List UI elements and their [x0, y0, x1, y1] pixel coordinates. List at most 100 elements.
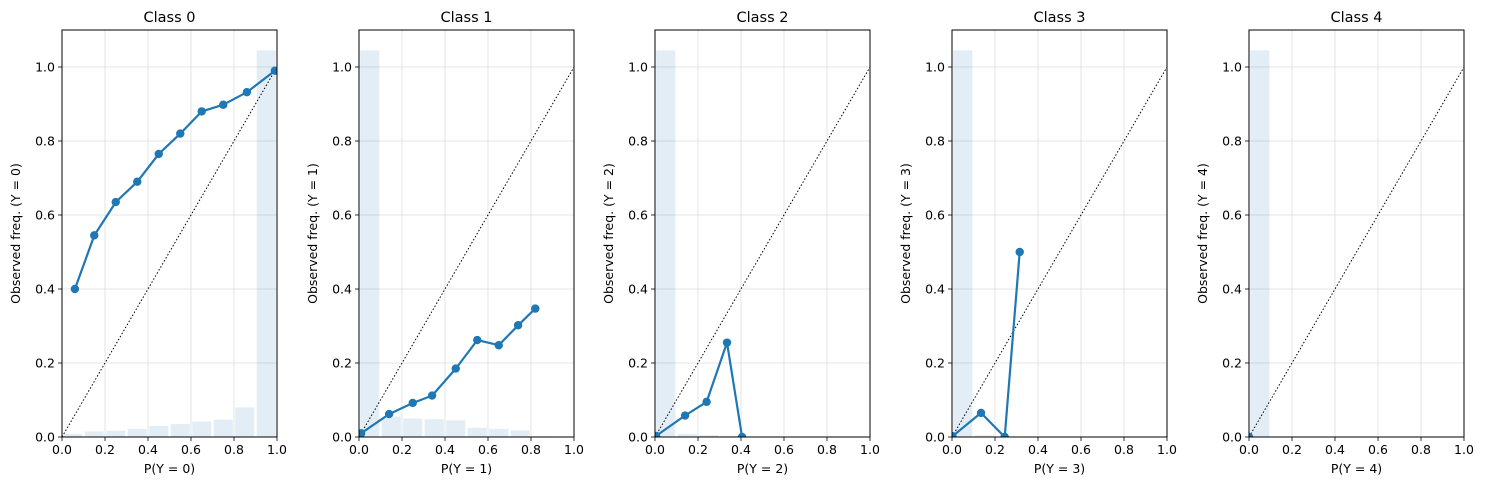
histogram-bar — [85, 431, 104, 437]
histogram-bar — [511, 430, 530, 437]
y-tick-label: 0.2 — [925, 356, 945, 371]
chart-title: Class 2 — [737, 10, 789, 26]
y-tick-label: 0.6 — [925, 208, 945, 223]
y-tick-label: 0.2 — [332, 356, 352, 371]
histogram-bar — [214, 420, 233, 437]
histogram-bar — [382, 417, 401, 437]
y-tick-label: 0.0 — [35, 430, 55, 445]
y-tick-label: 0.8 — [35, 134, 55, 149]
y-tick-label: 0.0 — [332, 430, 352, 445]
perfect-calibration-line — [655, 67, 870, 437]
y-tick-label: 0.4 — [1222, 282, 1242, 297]
y-tick-label: 1.0 — [332, 60, 352, 75]
data-point — [702, 398, 710, 406]
data-point — [90, 231, 98, 239]
y-tick-label: 0.4 — [925, 282, 945, 297]
data-point — [681, 411, 689, 419]
histogram-bar — [257, 50, 276, 437]
x-tick-label: 0.4 — [138, 442, 158, 457]
data-point — [385, 410, 393, 418]
x-tick-label: 0.0 — [52, 442, 72, 457]
histogram-bar — [192, 421, 211, 437]
y-tick-label: 0.2 — [628, 356, 648, 371]
x-tick-label: 0.8 — [1411, 442, 1431, 457]
x-tick-label: 0.8 — [817, 442, 837, 457]
perfect-calibration-line — [62, 67, 277, 437]
histogram-bar — [106, 431, 125, 437]
x-tick-label: 0.4 — [435, 442, 455, 457]
x-tick-label: 0.0 — [942, 442, 962, 457]
x-tick-label: 1.0 — [1454, 442, 1474, 457]
y-tick-label: 0.6 — [628, 208, 648, 223]
y-tick-label: 0.8 — [1222, 134, 1242, 149]
histogram — [1250, 50, 1269, 437]
y-tick-label: 0.4 — [332, 282, 352, 297]
histogram-bar — [1250, 50, 1269, 437]
x-tick-label: 1.0 — [267, 442, 287, 457]
chart-title: Class 3 — [1034, 10, 1086, 26]
data-point — [112, 198, 120, 206]
calibration-panel-3: 0.00.00.20.20.40.40.60.60.80.81.01.0Clas… — [898, 10, 1177, 476]
y-tick-label: 1.0 — [35, 60, 55, 75]
histogram-bar — [953, 50, 972, 437]
histogram-bar — [403, 419, 422, 438]
y-tick-label: 0.0 — [925, 430, 945, 445]
data-point — [71, 285, 79, 293]
data-point — [357, 429, 365, 437]
data-point — [495, 341, 503, 349]
x-tick-label: 0.6 — [1368, 442, 1388, 457]
y-axis-label: Observed freq. (Y = 0) — [8, 163, 23, 304]
x-tick-label: 0.6 — [774, 442, 794, 457]
x-tick-label: 0.2 — [985, 442, 1005, 457]
y-axis-label: Observed freq. (Y = 3) — [898, 163, 913, 304]
data-point — [652, 432, 660, 440]
x-tick-label: 0.8 — [224, 442, 244, 457]
x-tick-label: 0.2 — [392, 442, 412, 457]
y-tick-label: 0.8 — [925, 134, 945, 149]
x-tick-label: 0.0 — [1239, 442, 1259, 457]
data-point — [243, 88, 251, 96]
x-tick-label: 0.8 — [1114, 442, 1134, 457]
y-tick-label: 0.6 — [35, 208, 55, 223]
y-tick-label: 0.2 — [35, 356, 55, 371]
x-tick-label: 0.0 — [349, 442, 369, 457]
calibration-panel-1: 0.00.00.20.20.40.40.60.60.80.81.01.0Clas… — [305, 10, 584, 476]
histogram — [656, 50, 761, 437]
histogram-bar — [360, 50, 379, 437]
calibration-panel-2: 0.00.00.20.20.40.40.60.60.80.81.01.0Clas… — [601, 10, 880, 476]
y-tick-label: 0.0 — [628, 430, 648, 445]
x-tick-label: 0.6 — [478, 442, 498, 457]
x-tick-label: 0.2 — [1282, 442, 1302, 457]
x-tick-label: 0.2 — [688, 442, 708, 457]
histogram — [63, 50, 276, 437]
data-point — [176, 129, 184, 137]
x-tick-label: 0.8 — [521, 442, 541, 457]
chart-title: Class 1 — [441, 10, 493, 26]
chart-title: Class 4 — [1331, 10, 1383, 26]
x-tick-label: 0.6 — [1071, 442, 1091, 457]
series-group — [357, 304, 540, 437]
data-point — [155, 150, 163, 158]
axes-frame — [655, 30, 870, 437]
y-axis-label: Observed freq. (Y = 1) — [305, 163, 320, 304]
x-axis-label: P(Y = 4) — [1331, 461, 1382, 476]
histogram-bar — [468, 428, 487, 437]
calibration-panel-4: 0.00.00.20.20.40.40.60.60.80.81.01.0Clas… — [1195, 10, 1474, 476]
histogram-bar — [149, 426, 168, 437]
histogram-bar — [171, 424, 190, 437]
x-axis-label: P(Y = 0) — [144, 461, 195, 476]
data-point — [219, 101, 227, 109]
x-axis-label: P(Y = 2) — [737, 461, 788, 476]
data-point — [1016, 248, 1024, 256]
calibration-panel-0: 0.00.00.20.20.40.40.60.60.80.81.01.0Clas… — [8, 10, 287, 476]
histogram-bar — [128, 429, 147, 437]
histogram-bar — [425, 419, 444, 437]
data-point — [514, 321, 522, 329]
perfect-calibration-line — [952, 67, 1167, 437]
x-tick-label: 1.0 — [564, 442, 584, 457]
x-tick-label: 0.6 — [181, 442, 201, 457]
data-point — [977, 409, 985, 417]
y-tick-label: 0.2 — [1222, 356, 1242, 371]
y-tick-label: 0.4 — [35, 282, 55, 297]
